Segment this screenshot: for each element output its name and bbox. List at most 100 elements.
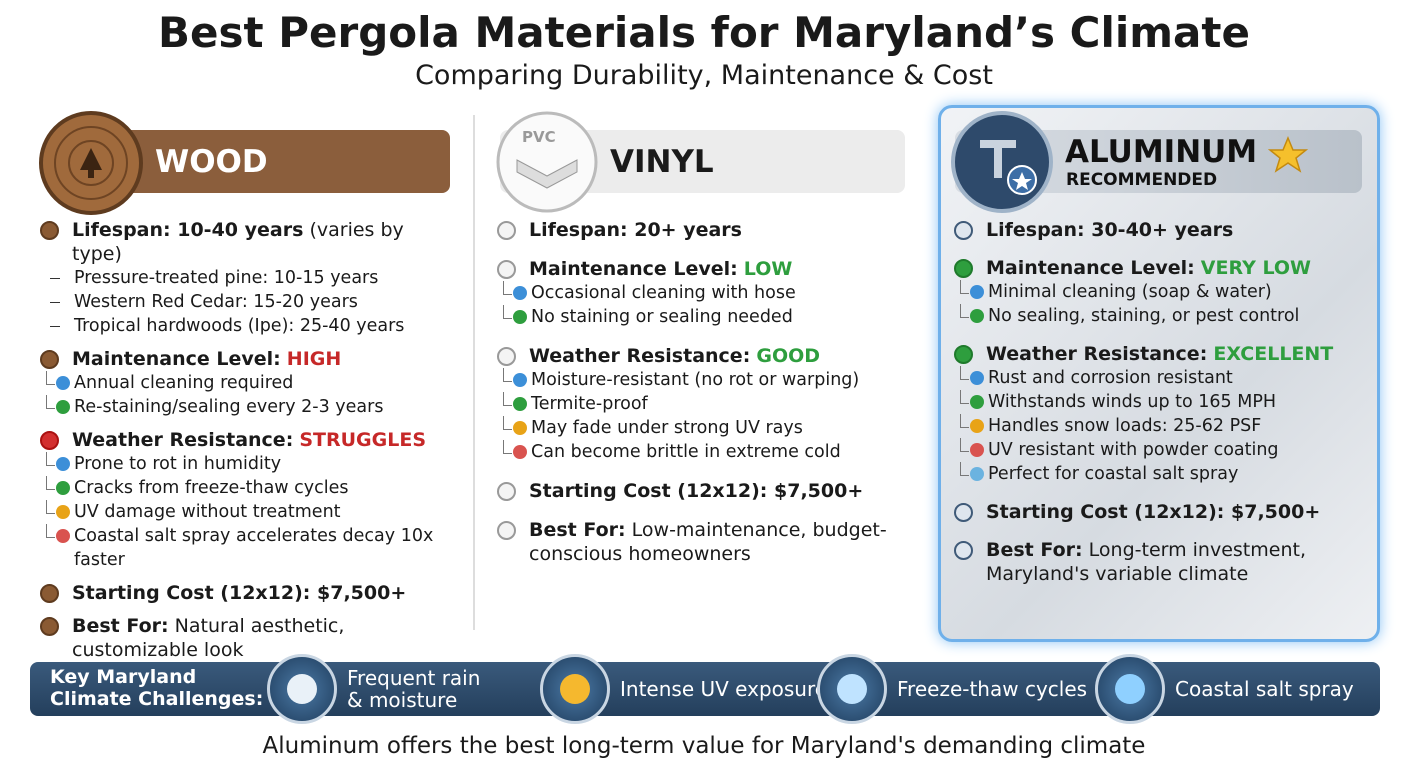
rating: HIGH xyxy=(286,348,342,370)
detail-text: No staining or sealing needed xyxy=(531,307,793,327)
detail: UV damage without treatment xyxy=(42,500,458,524)
detail-text: Rust and corrosion resistant xyxy=(988,368,1233,388)
detail-icon xyxy=(970,371,984,385)
item: Maintenance Level: LOW Occasional cleanin… xyxy=(495,257,915,329)
footer: Aluminum offers the best long-term value… xyxy=(262,733,1146,759)
detail: Minimal cleaning (soap & water) xyxy=(956,280,1372,304)
item-label: Maintenance Level: xyxy=(986,257,1195,279)
item: Best For: Low-maintenance, budget-consci… xyxy=(495,518,915,566)
item-label: Weather Resistance: xyxy=(72,429,294,451)
climate-text: Frequent rain & moisture xyxy=(347,666,481,712)
item-label: Weather Resistance: xyxy=(986,343,1208,365)
detail-list: Rust and corrosion resistant Withstands w… xyxy=(956,366,1372,486)
detail-icon xyxy=(970,467,984,481)
detail-list: Prone to rot in humidity Cracks from free… xyxy=(42,452,458,572)
detail: Prone to rot in humidity xyxy=(42,452,458,476)
column-name: WOOD xyxy=(155,144,268,180)
star-icon xyxy=(1268,136,1308,173)
detail-text: Cracks from freeze-thaw cycles xyxy=(74,478,349,498)
climate-label: Key Maryland Climate Challenges: xyxy=(50,666,264,710)
item-note: (varies by type) xyxy=(72,219,404,265)
item: Lifespan: 10-40 years (varies by type) Pr… xyxy=(38,218,458,338)
detail-icon xyxy=(970,309,984,323)
detail-text: Handles snow loads: 25-62 PSF xyxy=(988,416,1262,436)
detail-text: Perfect for coastal salt spray xyxy=(988,464,1239,484)
aluminum-icon xyxy=(951,111,1053,213)
climate-glyph xyxy=(1115,674,1145,704)
detail-list: Annual cleaning required Re-staining/seal… xyxy=(42,371,458,419)
detail: Coastal salt spray accelerates decay 10x… xyxy=(42,524,458,572)
item: Lifespan: 30-40+ years xyxy=(952,218,1372,242)
detail-icon xyxy=(513,310,527,324)
title: Best Pergola Materials for Maryland’s Cl… xyxy=(158,8,1250,57)
bullet xyxy=(954,221,973,240)
detail-text: UV resistant with powder coating xyxy=(988,440,1279,460)
item-list: Lifespan: 30-40+ years Maintenance Level:… xyxy=(952,218,1372,600)
detail-icon xyxy=(970,443,984,457)
detail-text: Coastal salt spray accelerates decay 10x… xyxy=(74,526,434,570)
item: Best For: Natural aesthetic, customizabl… xyxy=(38,614,458,662)
detail-text: Minimal cleaning (soap & water) xyxy=(988,282,1272,302)
detail-text: No sealing, staining, or pest control xyxy=(988,306,1300,326)
detail: Annual cleaning required xyxy=(42,371,458,395)
subtitle: Comparing Durability, Maintenance & Cost xyxy=(415,60,993,91)
detail-icon xyxy=(970,419,984,433)
rating: LOW xyxy=(743,258,793,280)
detail-icon xyxy=(56,481,70,495)
detail-text: May fade under strong UV rays xyxy=(531,418,803,438)
detail: Occasional cleaning with hose xyxy=(499,281,915,305)
detail-text: Prone to rot in humidity xyxy=(74,454,282,474)
detail-text: Pressure-treated pine: 10-15 years xyxy=(74,268,379,288)
bullet xyxy=(954,345,973,364)
detail-icon xyxy=(56,529,70,543)
bullet xyxy=(954,541,973,560)
bullet xyxy=(954,503,973,522)
detail-icon xyxy=(513,397,527,411)
item-label: Starting Cost (12x12): $7,500+ xyxy=(986,501,1321,523)
item: Starting Cost (12x12): $7,500+ xyxy=(38,581,458,605)
detail: No sealing, staining, or pest control xyxy=(956,304,1372,328)
climate-glyph xyxy=(837,674,867,704)
climate-icon xyxy=(817,654,887,724)
item-label: Best For: xyxy=(529,519,626,541)
rating: VERY LOW xyxy=(1200,257,1311,279)
icon-text: PVC xyxy=(522,128,556,146)
detail: Pressure-treated pine: 10-15 years xyxy=(42,266,458,290)
detail: Tropical hardwoods (Ipe): 25-40 years xyxy=(42,314,458,338)
detail-icon xyxy=(513,445,527,459)
item-list: Lifespan: 20+ years Maintenance Level: LO… xyxy=(495,218,915,581)
climate-icon xyxy=(267,654,337,724)
bullet xyxy=(497,482,516,501)
bullet xyxy=(497,221,516,240)
detail-text: Re-staining/sealing every 2-3 years xyxy=(74,397,384,417)
item: Weather Resistance: GOOD Moisture-resista… xyxy=(495,344,915,464)
detail-text: Tropical hardwoods (Ipe): 25-40 years xyxy=(74,316,405,336)
detail-list: Occasional cleaning with hose No staining… xyxy=(499,281,915,329)
item: Starting Cost (12x12): $7,500+ xyxy=(495,479,915,503)
item-label: Starting Cost (12x12): $7,500+ xyxy=(72,582,407,604)
climate-icon xyxy=(540,654,610,724)
detail: No staining or sealing needed xyxy=(499,305,915,329)
rating: STRUGGLES xyxy=(299,429,427,451)
item: Weather Resistance: EXCELLENT Rust and co… xyxy=(952,342,1372,486)
item-note: Natural aesthetic, customizable look xyxy=(72,615,345,661)
column-name: ALUMINUM xyxy=(1065,134,1258,170)
detail-text: Can become brittle in extreme cold xyxy=(531,442,841,462)
detail-text: Termite-proof xyxy=(531,394,648,414)
item-label: Weather Resistance: xyxy=(529,345,751,367)
climate-text: Coastal salt spray xyxy=(1175,677,1354,701)
detail-icon xyxy=(970,285,984,299)
detail-list: Moisture-resistant (no rot or warping) Te… xyxy=(499,368,915,464)
climate-icon xyxy=(1095,654,1165,724)
detail: Termite-proof xyxy=(499,392,915,416)
bullet xyxy=(40,350,59,369)
item-label: Maintenance Level: xyxy=(529,258,738,280)
climate-text: Freeze-thaw cycles xyxy=(897,677,1088,701)
detail-text: Occasional cleaning with hose xyxy=(531,283,796,303)
detail-list: Pressure-treated pine: 10-15 years Wester… xyxy=(42,266,458,338)
column-tag: RECOMMENDED xyxy=(1066,170,1218,190)
detail-icon xyxy=(970,395,984,409)
detail: Re-staining/sealing every 2-3 years xyxy=(42,395,458,419)
climate-glyph xyxy=(287,674,317,704)
climate-glyph xyxy=(560,674,590,704)
